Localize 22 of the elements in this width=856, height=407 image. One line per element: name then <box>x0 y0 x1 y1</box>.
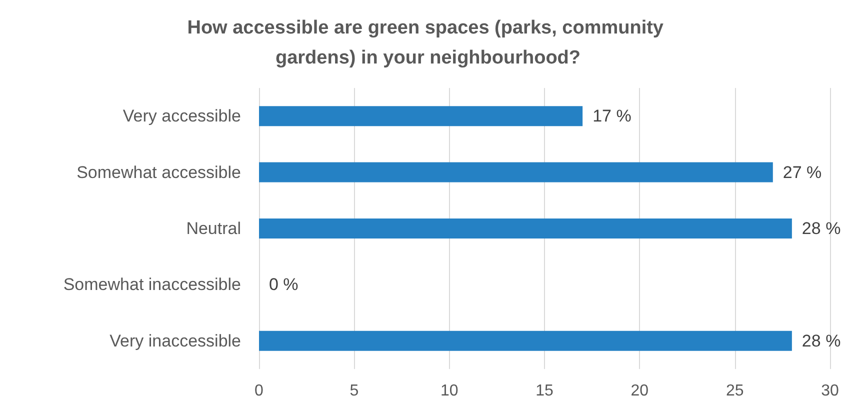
bar <box>259 330 792 351</box>
x-tick-label: 10 <box>440 382 458 400</box>
data-label: 28 % <box>802 331 841 350</box>
x-tick-label: 25 <box>726 382 744 400</box>
x-tick-label: 0 <box>254 382 264 400</box>
y-tick-label: Very inaccessible <box>110 331 241 350</box>
x-tick-label: 5 <box>350 382 359 400</box>
data-label: 28 % <box>802 219 841 238</box>
chart-title: How accessible are green spaces (parks, community gardens) in your neighbourhood? <box>187 18 669 68</box>
bar <box>259 218 792 238</box>
x-tick-label: 20 <box>630 382 649 400</box>
bar <box>259 106 583 126</box>
x-tick-label: 30 <box>821 382 839 400</box>
data-label: 17 % <box>592 106 632 126</box>
y-tick-label: Somewhat accessible <box>76 162 241 182</box>
bar <box>259 162 773 182</box>
x-tick-label: 15 <box>536 382 554 400</box>
y-tick-label: Neutral <box>186 219 241 238</box>
data-label: 27 % <box>782 162 822 182</box>
y-tick-label: Very accessible <box>122 106 241 126</box>
y-tick-label: Somewhat inaccessible <box>63 275 241 294</box>
data-label: 0 % <box>269 275 298 294</box>
